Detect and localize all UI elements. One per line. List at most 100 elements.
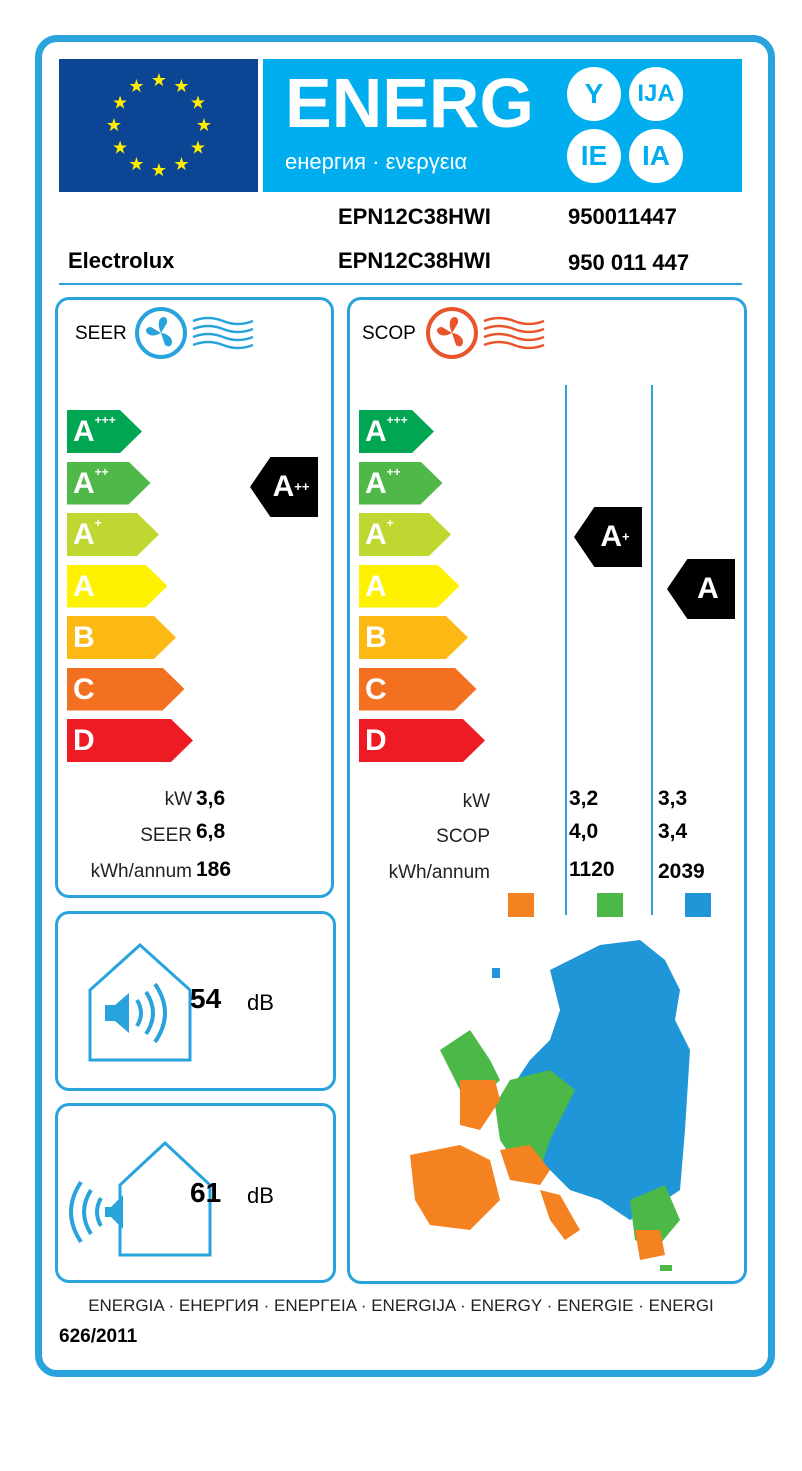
seer-class-arrow: A+ xyxy=(67,513,159,556)
star-icon: ★ xyxy=(106,115,122,135)
star-icon: ★ xyxy=(128,154,144,174)
scop-class-arrow: B xyxy=(359,616,468,659)
zone-average-swatch xyxy=(685,893,711,917)
class-plus: ++ xyxy=(386,464,401,479)
class-letter: A xyxy=(365,466,387,500)
star-icon: ★ xyxy=(190,93,206,113)
class-letter: D xyxy=(73,724,95,757)
class-letter: C xyxy=(73,672,95,706)
scop-class-arrow: C xyxy=(359,668,477,711)
seer-value-label: SEER xyxy=(140,825,192,846)
star-icon: ★ xyxy=(173,76,189,96)
kw-label: kW xyxy=(462,791,490,812)
cooling-kw: 3,6 xyxy=(196,787,226,810)
star-icon: ★ xyxy=(151,70,167,90)
rating-letter: A xyxy=(272,470,295,503)
rating-plus: + xyxy=(622,529,630,544)
scop-value-label: SCOP xyxy=(436,826,490,847)
energy-subtitle: енергия · ενεργεια xyxy=(285,149,468,174)
seer-class-arrow: D xyxy=(67,719,193,762)
heating-panel xyxy=(347,297,747,1284)
class-letter: A xyxy=(73,518,95,551)
seer-value: 6,8 xyxy=(196,820,226,843)
outdoor-speaker-icon xyxy=(69,1140,212,1257)
scop-label: SCOP xyxy=(362,323,416,344)
star-icon: ★ xyxy=(173,154,189,174)
regulation-number: 626/2011 xyxy=(59,1326,138,1347)
star-icon: ★ xyxy=(190,138,206,158)
indoor-noise-panel xyxy=(55,911,336,1091)
heating-scop-average: 3,4 xyxy=(658,820,688,843)
rating-letter: A xyxy=(600,520,623,553)
scop-class-arrow: A xyxy=(359,565,460,608)
heating-kw-average: 3,3 xyxy=(658,787,688,810)
code-2: 950 011 447 xyxy=(568,250,690,275)
class-letter: A xyxy=(73,466,95,500)
suffix-ia: IA xyxy=(629,129,683,183)
scop-class-arrow: A+ xyxy=(359,513,451,556)
class-letter: C xyxy=(365,672,387,706)
suffix-ija: IJA xyxy=(629,67,683,121)
class-letter: D xyxy=(365,724,387,757)
divider xyxy=(59,283,742,285)
annum-label: kWh/annum xyxy=(388,862,490,883)
scop-class-arrow: D xyxy=(359,719,485,762)
code-1: 950011447 xyxy=(568,204,677,229)
heating-annum-average: 2039 xyxy=(658,860,705,883)
star-icon: ★ xyxy=(112,93,128,113)
class-letter: B xyxy=(73,621,95,654)
footer-languages: ENERGIA · ЕНЕРГИЯ · ΕΝΕΡΓΕΙΑ · ENERGIJA … xyxy=(88,1296,714,1315)
cooling-panel xyxy=(55,297,334,898)
zone-warm-swatch xyxy=(597,893,623,917)
outdoor-noise-panel xyxy=(55,1103,336,1283)
europe-climate-map xyxy=(410,940,690,1271)
annum-label: kWh/annum xyxy=(90,861,192,882)
rating-plus: ++ xyxy=(294,479,310,494)
class-plus: ++ xyxy=(94,464,109,479)
star-icon: ★ xyxy=(128,76,144,96)
class-letter: A xyxy=(73,569,95,603)
fan-cool-icon xyxy=(135,307,254,359)
seer-class-arrow: C xyxy=(67,668,185,711)
class-plus: + xyxy=(94,516,102,530)
class-letter: B xyxy=(365,621,387,654)
seer-class-arrow: A xyxy=(67,565,168,608)
seer-class-arrow: B xyxy=(67,616,176,659)
class-letter: A xyxy=(365,569,387,603)
class-letter: A xyxy=(73,415,95,448)
indoor-noise-unit: dB xyxy=(247,990,274,1015)
eu-stars-icon: ★ ★★★★★★★★★★★ xyxy=(106,70,212,180)
class-plus: + xyxy=(386,516,394,530)
model-2: EPN12C38HWI xyxy=(338,248,491,273)
rating-letter: A xyxy=(697,572,719,605)
star-icon: ★ xyxy=(196,115,212,135)
heating-kw-warm: 3,2 xyxy=(569,787,599,810)
class-letter: A xyxy=(365,518,387,551)
star-icon: ★ xyxy=(112,138,128,158)
heating-annum-warm: 1120 xyxy=(569,858,615,881)
model-1: EPN12C38HWI xyxy=(338,204,491,229)
indoor-speaker-icon xyxy=(88,942,192,1062)
cooling-annum: 186 xyxy=(196,858,232,881)
indoor-noise-value: 54 xyxy=(190,983,222,1014)
zone-cold-swatch xyxy=(508,893,534,917)
energy-banner: ENERG енергия · ενεργεια Y IJA IE IA xyxy=(263,59,742,192)
outdoor-noise-value: 61 xyxy=(190,1177,222,1208)
class-plus: +++ xyxy=(386,413,408,427)
kw-label: kW xyxy=(164,789,192,810)
fan-heat-icon xyxy=(426,307,545,359)
label-frame xyxy=(35,35,775,1377)
column-divider xyxy=(565,385,567,915)
heating-scop-warm: 4,0 xyxy=(569,820,599,843)
class-letter: A xyxy=(365,415,387,448)
suffix-ie: IE xyxy=(567,129,621,183)
star-icon: ★ xyxy=(151,160,167,180)
outdoor-noise-unit: dB xyxy=(247,1183,274,1208)
supplier-name: Electrolux xyxy=(68,248,175,273)
eu-flag: ★ ★ ★ ★ ★ ★ ★ ★ ★ ★ ★ ★ xyxy=(59,59,258,192)
energy-title: ENERG xyxy=(285,64,534,142)
seer-label: SEER xyxy=(75,323,127,344)
suffix-y: Y xyxy=(567,67,621,121)
class-plus: +++ xyxy=(94,413,116,427)
column-divider xyxy=(651,385,653,915)
